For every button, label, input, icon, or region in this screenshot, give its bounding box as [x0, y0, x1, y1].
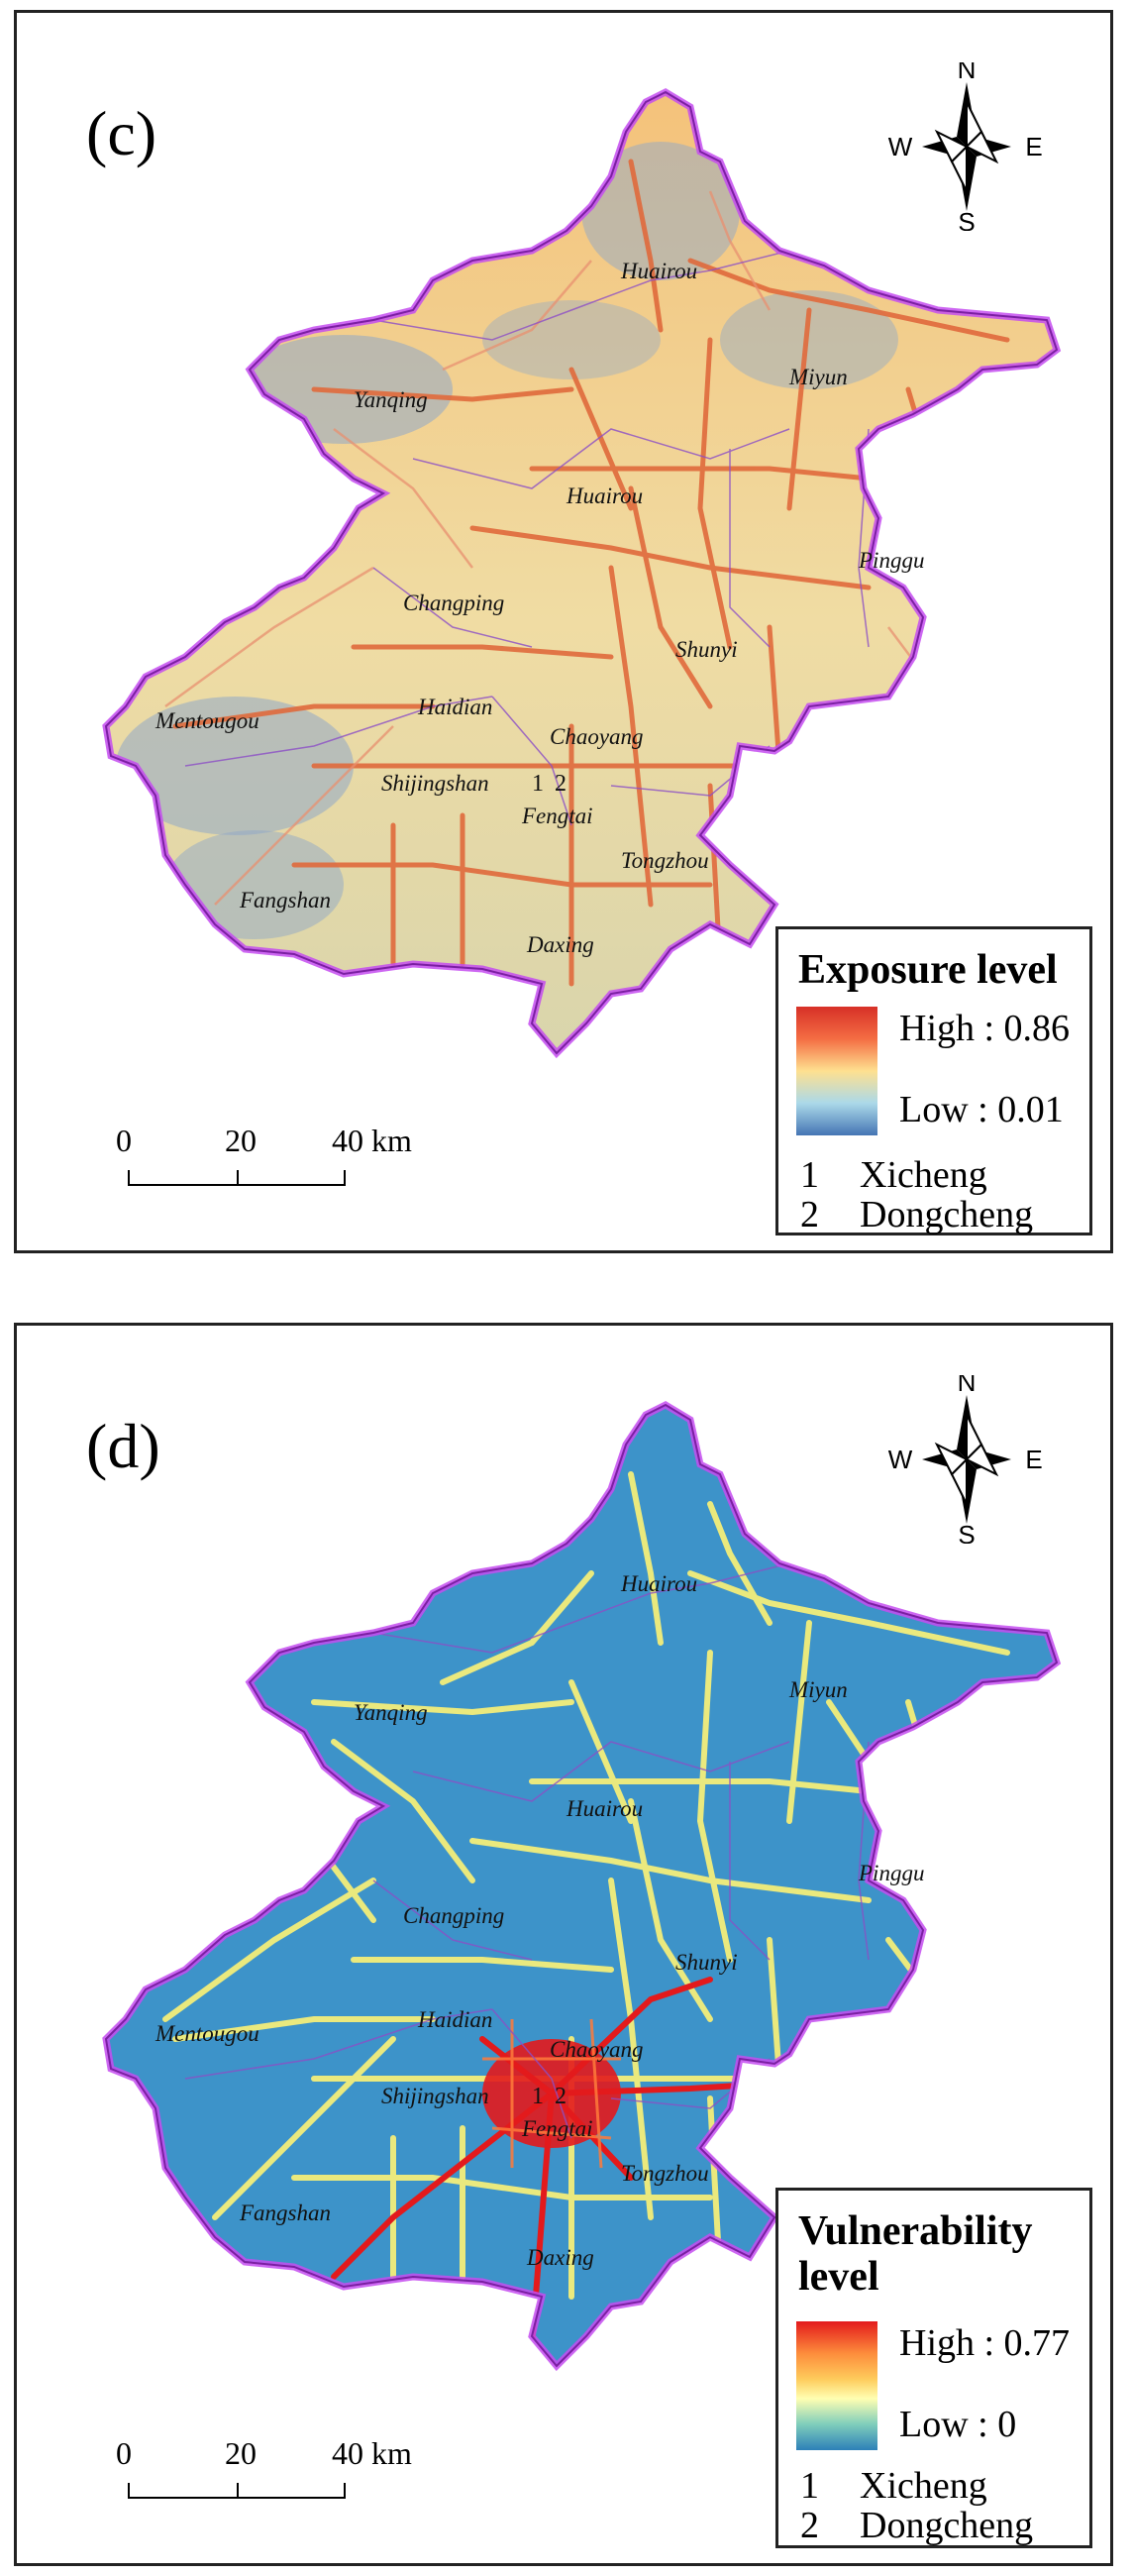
district-label-fangshan: Fangshan: [239, 2200, 331, 2225]
map-panel-d: Huairou Yanqing Miyun Huairou Changping …: [14, 1323, 1113, 2566]
legend-color-ramp: [796, 1007, 877, 1135]
beijing-map-d: Huairou Yanqing Miyun Huairou Changping …: [17, 1326, 1113, 2566]
district-label-yanqing: Yanqing: [354, 1700, 428, 1725]
legend-key-dongcheng: 2 Dongcheng: [800, 1193, 1033, 1236]
district-label-fengtai: Fengtai: [521, 804, 593, 828]
district-label-shunyi: Shunyi: [675, 637, 738, 662]
district-label-shijingshan: Shijingshan: [381, 2084, 489, 2108]
district-label-huairou-north: Huairou: [620, 1571, 697, 1596]
compass-s-label: S: [958, 207, 975, 231]
scale-end-label: 40 km: [332, 1123, 412, 1158]
legend-key-name: Xicheng: [860, 2465, 987, 2507]
district-label-fengtai: Fengtai: [521, 2116, 593, 2141]
district-label-pinggu: Pinggu: [858, 548, 924, 573]
legend-key-name: Dongcheng: [860, 1194, 1034, 1235]
district-label-haidian: Haidian: [417, 2007, 492, 2032]
scale-end-label: 40 km: [332, 2435, 412, 2471]
compass-w-label: W: [888, 1445, 913, 1474]
district-label-daxing: Daxing: [526, 2245, 594, 2270]
legend-key-xicheng: 1 Xicheng: [800, 1153, 987, 1197]
district-label-mentougou: Mentougou: [154, 2021, 259, 2046]
district-label-pinggu: Pinggu: [858, 1861, 924, 1885]
district-label-miyun: Miyun: [788, 365, 848, 389]
district-label-shunyi: Shunyi: [675, 1950, 738, 1975]
legend-title: Vulnerability level: [798, 2208, 1033, 2301]
district-label-tongzhou: Tongzhou: [621, 2161, 709, 2186]
district-label-yanqing: Yanqing: [354, 387, 428, 412]
scale-zero-label: 0: [116, 1123, 132, 1158]
district-label-chaoyang: Chaoyang: [550, 724, 644, 749]
compass-n-label: N: [958, 62, 977, 84]
compass-n-label: N: [958, 1375, 977, 1397]
compass-e-label: E: [1025, 1445, 1042, 1474]
district-number-2: 2: [555, 771, 566, 797]
legend-high-label: High : 0.77: [899, 2322, 1071, 2364]
scale-mid-label: 20: [225, 2435, 257, 2471]
north-arrow-compass-d: N S W E: [888, 1375, 1043, 1544]
district-label-changping: Changping: [403, 590, 504, 615]
compass-e-label: E: [1025, 132, 1042, 161]
district-label-haidian: Haidian: [417, 695, 492, 719]
district-number-1: 1: [532, 2084, 544, 2109]
legend-key-name: Dongcheng: [860, 2505, 1034, 2546]
district-label-mentougou: Mentougou: [154, 708, 259, 733]
scale-bar-d: 0 20 40 km: [116, 2435, 443, 2524]
district-label-huairou-south: Huairou: [566, 483, 643, 508]
district-label-daxing: Daxing: [526, 932, 594, 957]
north-arrow-compass-c: N S W E: [888, 62, 1043, 231]
district-label-shijingshan: Shijingshan: [381, 771, 489, 796]
district-label-miyun: Miyun: [788, 1677, 848, 1702]
legend-d: Vulnerability level High : 0.77 Low : 0 …: [775, 2188, 1092, 2548]
compass-s-label: S: [958, 1520, 975, 1544]
district-label-fangshan: Fangshan: [239, 888, 331, 912]
legend-key-name: Xicheng: [860, 1154, 987, 1196]
district-label-chaoyang: Chaoyang: [550, 2037, 644, 2062]
scale-zero-label: 0: [116, 2435, 132, 2471]
legend-color-ramp: [796, 2321, 877, 2450]
legend-high-label: High : 0.86: [899, 1008, 1071, 1049]
map-panel-c: Huairou Yanqing Miyun Huairou Changping …: [14, 10, 1113, 1253]
legend-key-xicheng: 1 Xicheng: [800, 2464, 987, 2508]
district-label-tongzhou: Tongzhou: [621, 848, 709, 873]
district-number-2: 2: [555, 2084, 566, 2109]
district-label-huairou-south: Huairou: [566, 1796, 643, 1821]
legend-low-label: Low : 0: [899, 2404, 1017, 2445]
district-number-1: 1: [532, 771, 544, 797]
legend-title: Exposure level: [798, 947, 1058, 993]
district-label-huairou-north: Huairou: [620, 259, 697, 283]
legend-key-number: 1: [800, 1154, 819, 1196]
legend-key-number: 2: [800, 2505, 819, 2546]
scale-bar-c: 0 20 40 km: [116, 1123, 443, 1212]
scale-mid-label: 20: [225, 1123, 257, 1158]
legend-key-number: 2: [800, 1194, 819, 1235]
beijing-map-c: Huairou Yanqing Miyun Huairou Changping …: [17, 13, 1113, 1253]
panel-label-c: (c): [86, 98, 157, 168]
compass-w-label: W: [888, 132, 913, 161]
legend-low-label: Low : 0.01: [899, 1089, 1064, 1130]
legend-key-number: 1: [800, 2465, 819, 2507]
legend-key-dongcheng: 2 Dongcheng: [800, 2504, 1033, 2547]
panel-label-d: (d): [86, 1411, 160, 1481]
district-label-changping: Changping: [403, 1903, 504, 1928]
